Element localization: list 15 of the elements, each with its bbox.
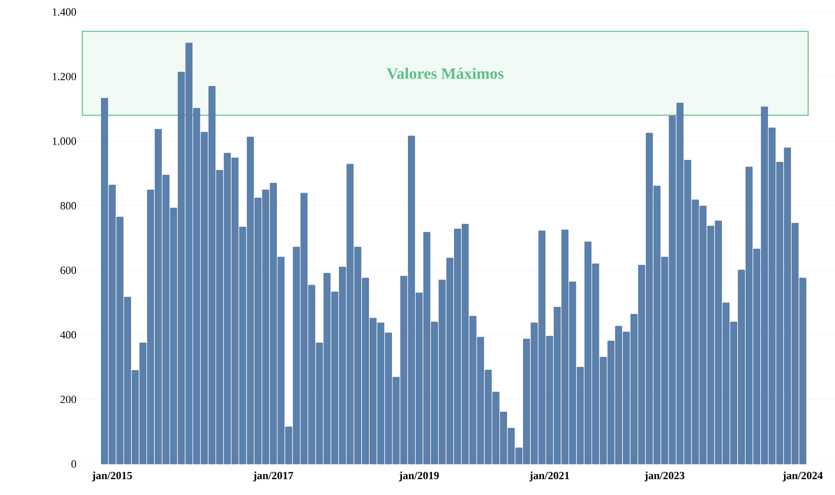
- y-tick-label: 1.200: [52, 72, 76, 80]
- x-tick-label: jan/2024: [782, 472, 823, 482]
- x-tick-label: jan/2017: [253, 472, 294, 482]
- band-label: Valores Máximos: [386, 68, 504, 79]
- x-tick-label: jan/2015: [92, 472, 132, 482]
- y-tick-label: 800: [60, 202, 76, 210]
- y-tick-label: 1.400: [52, 8, 76, 16]
- y-tick-label: 600: [60, 266, 76, 274]
- y-tick-label: 200: [60, 396, 76, 404]
- y-tick-label: 1.000: [52, 137, 76, 145]
- x-tick-label: jan/2023: [644, 472, 684, 482]
- y-tick-label: 400: [60, 331, 76, 339]
- y-tick-label: 0: [71, 460, 76, 468]
- x-tick-label: jan/2021: [529, 472, 570, 482]
- x-tick-label: jan/2019: [398, 472, 439, 482]
